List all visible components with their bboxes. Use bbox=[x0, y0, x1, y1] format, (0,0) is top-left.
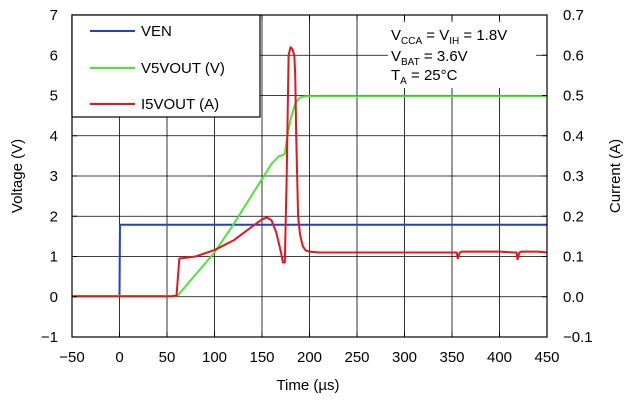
x-tick-label: 250 bbox=[344, 349, 369, 366]
y2-tick-label: 0.5 bbox=[563, 88, 584, 105]
x-tick-label: 150 bbox=[249, 349, 274, 366]
legend: VEN V5VOUT (V) I5VOUT (A) bbox=[71, 14, 261, 118]
y-tick-label: 2 bbox=[50, 208, 58, 225]
x-tick-label: 50 bbox=[159, 349, 176, 366]
series-layer bbox=[72, 46, 548, 298]
conditions-annotation: VCCA = VIH = 1.8V VBAT = 3.6V TA = 25°C bbox=[388, 22, 536, 88]
condition-vcca-vih: VCCA = VIH = 1.8V bbox=[391, 27, 507, 47]
condition-ta: TA = 25°C bbox=[391, 67, 458, 87]
legend-label-ven: VEN bbox=[141, 23, 172, 40]
y-tick-label: 4 bbox=[50, 128, 58, 145]
series-line-i5vout-a bbox=[72, 46, 548, 298]
x-tick-label: 0 bbox=[115, 349, 123, 366]
y2-tick-label: −0.1 bbox=[563, 329, 593, 346]
y-tick-label: 3 bbox=[50, 168, 58, 185]
x-axis-title: Time (µs) bbox=[276, 377, 339, 394]
x-tick-label: 300 bbox=[392, 349, 417, 366]
x-tick-label: 200 bbox=[297, 349, 322, 366]
y2-axis-title: Current (A) bbox=[607, 139, 624, 213]
x-tick-label: −50 bbox=[59, 349, 84, 366]
x-tick-label: 350 bbox=[439, 349, 464, 366]
y2-tick-label: 0.0 bbox=[563, 289, 584, 306]
y-tick-label: 0 bbox=[50, 289, 58, 306]
tick-labels: −50 0 50 100 150 200 250 300 350 400 450 −1 0 1 2 3 4 5 6 7… bbox=[41, 7, 593, 366]
condition-vbat: VBAT = 3.6V bbox=[391, 48, 468, 68]
y2-tick-label: 0.2 bbox=[563, 208, 584, 225]
y2-tick-label: 0.4 bbox=[563, 128, 584, 145]
legend-label-v5vout: V5VOUT (V) bbox=[141, 60, 225, 77]
y-tick-label: 5 bbox=[50, 88, 58, 105]
legend-box bbox=[71, 14, 261, 118]
y2-tick-label: 0.3 bbox=[563, 168, 584, 185]
x-tick-label: 100 bbox=[202, 349, 227, 366]
y2-tick-label: 0.6 bbox=[563, 47, 584, 64]
conditions-backdrop bbox=[388, 22, 536, 88]
y2-tick-label: 0.1 bbox=[563, 249, 584, 266]
y2-tick-label: 0.7 bbox=[563, 7, 584, 24]
x-tick-label: 450 bbox=[534, 349, 559, 366]
y-tick-label: 6 bbox=[50, 47, 58, 64]
y-tick-label: 7 bbox=[50, 7, 58, 24]
series-line-v5vout-v bbox=[72, 95, 547, 297]
y-tick-label: −1 bbox=[41, 329, 58, 346]
y-axis-title: Voltage (V) bbox=[9, 139, 26, 213]
legend-label-i5vout: I5VOUT (A) bbox=[141, 96, 219, 113]
y-tick-label: 1 bbox=[50, 249, 58, 266]
x-tick-label: 400 bbox=[487, 349, 512, 366]
